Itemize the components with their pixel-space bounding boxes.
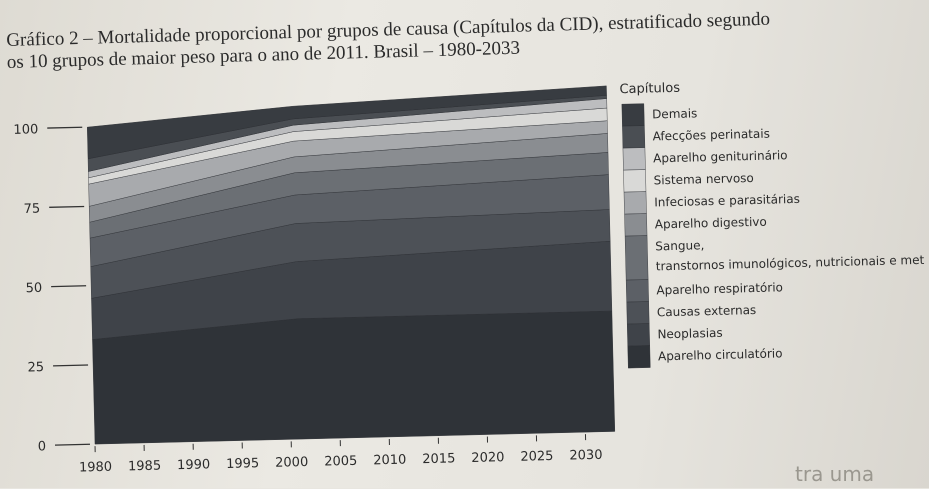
legend-label-neoplasias: Neoplasias xyxy=(657,326,723,342)
legend-swatch-neoplasias xyxy=(627,324,650,347)
legend-swatch-aparelho-respiratorio xyxy=(626,280,649,303)
y-tick-75 xyxy=(49,206,84,207)
legend-label-causas-externas: Causas externas xyxy=(657,303,757,319)
legend-swatch-aparelho-geniturinario xyxy=(623,148,646,171)
legend-swatch-aparelho-digestivo xyxy=(625,214,648,237)
legend-title: Capítulos xyxy=(619,81,680,97)
y-tick-label-50: 50 xyxy=(25,281,42,296)
y-tick-50 xyxy=(51,286,86,287)
legend-label-infeciosas-e-parasitarias: Infeciosas e parasitárias xyxy=(654,192,800,210)
legend-swatch-causas-externas xyxy=(627,302,650,325)
x-tick-label-2005: 2005 xyxy=(324,454,357,470)
legend-label-sistema-nervoso: Sistema nervoso xyxy=(654,171,754,187)
legend-swatch-aparelho-circulatorio xyxy=(628,346,651,369)
legend-label-aparelho-respiratorio: Aparelho respiratório xyxy=(656,280,783,297)
x-tick-label-2015: 2015 xyxy=(422,451,455,467)
legend-label-afeccoes-perinatais: Afecções perinatais xyxy=(652,127,770,144)
x-tick-label-1985: 1985 xyxy=(128,459,161,475)
x-tick-label-2010: 2010 xyxy=(373,453,406,469)
legend-label-aparelho-circulatorio: Aparelho circulatório xyxy=(658,346,783,363)
legend-label-demais: Demais xyxy=(652,106,698,121)
legend-swatch-infeciosas-e-parasitarias xyxy=(624,192,647,215)
y-tick-label-75: 75 xyxy=(24,202,41,217)
x-tick-label-2000: 2000 xyxy=(275,455,308,471)
legend-swatch-sangue-transtornos-imunologicos-nutricionais-e-metabolicos xyxy=(625,236,648,281)
x-tick-label-2030: 2030 xyxy=(569,448,602,464)
legend-label-aparelho-geniturinario: Aparelho geniturinário xyxy=(653,148,788,165)
y-tick-0 xyxy=(55,444,90,445)
legend-label-sangue-transtornos-imunologicos-nutricionais-e-metabolicos: Sangue,transtornos imunológicos, nutrici… xyxy=(655,232,929,274)
chart-areas xyxy=(87,86,615,444)
footer-text-fragment: tra uma xyxy=(795,462,874,486)
x-tick-label-1980: 1980 xyxy=(79,460,112,476)
legend-label-aparelho-digestivo: Aparelho digestivo xyxy=(655,215,767,232)
y-tick-100 xyxy=(47,127,82,128)
y-tick-label-100: 100 xyxy=(13,122,38,138)
x-tick-label-2020: 2020 xyxy=(471,450,504,466)
legend-swatch-afeccoes-perinatais xyxy=(622,126,645,149)
chart-legend: Capítulos Demais Afecções perinatais Apare… xyxy=(619,74,929,368)
x-tick-label-1990: 1990 xyxy=(177,457,210,473)
y-tick-label-25: 25 xyxy=(27,360,44,375)
legend-swatch-sistema-nervoso xyxy=(623,170,646,193)
x-tick-label-1995: 1995 xyxy=(226,456,259,472)
y-tick-25 xyxy=(53,365,88,366)
x-tick-label-2025: 2025 xyxy=(520,449,553,465)
y-tick-label-0: 0 xyxy=(38,439,47,454)
legend-swatch-demais xyxy=(622,104,645,127)
